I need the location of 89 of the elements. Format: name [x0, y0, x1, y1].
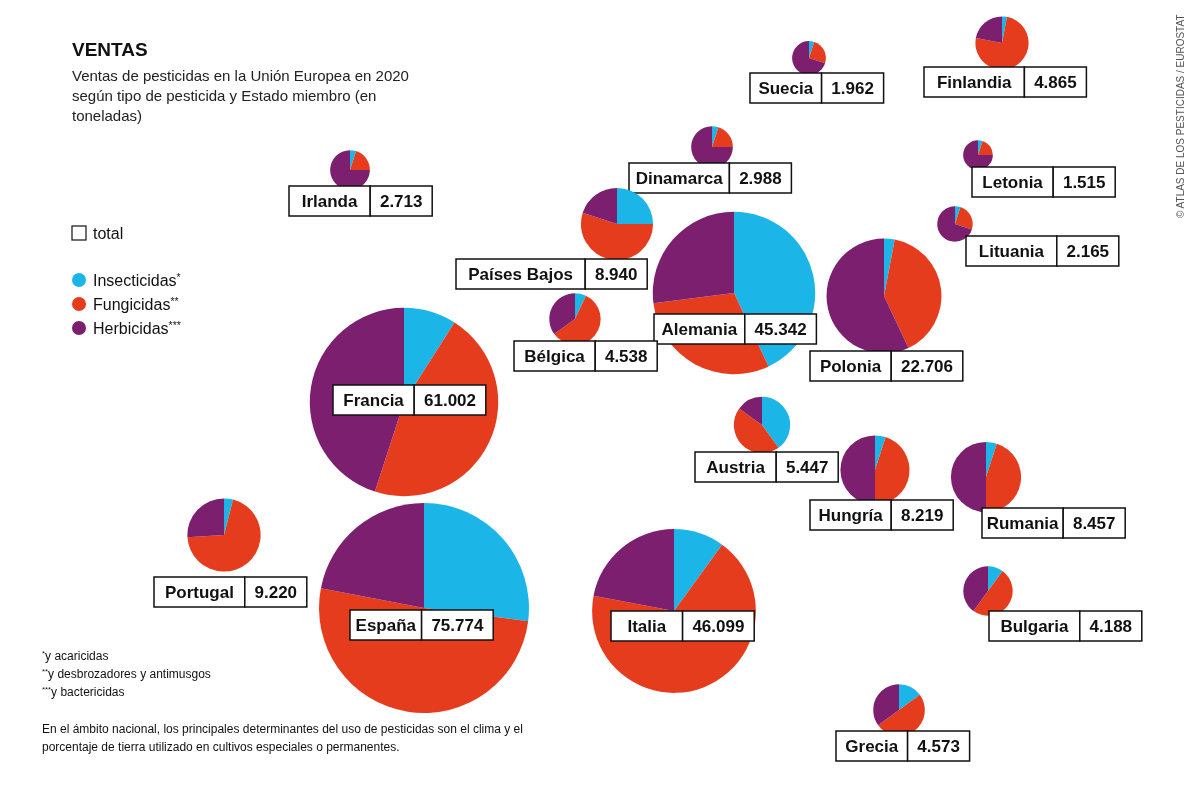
text: 45.342 — [754, 320, 807, 339]
text: Letonia — [982, 173, 1044, 192]
text: 75.774 — [431, 616, 484, 635]
pie-slice — [875, 435, 886, 470]
pie-slice — [652, 211, 734, 304]
pie-slice — [617, 187, 654, 224]
pie-slice — [937, 206, 972, 242]
pie-slice — [739, 396, 762, 425]
text: 1.962 — [831, 79, 874, 98]
text: 5.447 — [785, 458, 829, 477]
pie-slice — [978, 140, 983, 155]
pie-slice — [733, 408, 779, 454]
text: 8.940 — [594, 265, 638, 284]
legend-label: Herbicidas$^{***}$ — [93, 319, 181, 337]
pie-slice — [593, 529, 674, 611]
text: 4.538 — [604, 347, 648, 366]
text: Portugal — [164, 583, 234, 602]
text: 2.713 — [379, 192, 423, 211]
text: Hungría — [818, 506, 884, 525]
text: Finlandia — [936, 73, 1013, 92]
pie-slice — [973, 571, 1013, 616]
text: Bélgica — [524, 347, 586, 366]
text: España — [355, 616, 417, 635]
pie-slice — [320, 503, 424, 608]
pie-slice — [712, 126, 719, 147]
text: Dinamarca — [635, 169, 724, 188]
text: Países Bajos — [468, 265, 574, 284]
text: Rumania — [986, 514, 1060, 533]
text: © ATLAS DE LOS PESTICIDAS / EUROSTAT — [1175, 14, 1186, 218]
pie-slice — [350, 151, 370, 170]
pie-slice — [712, 127, 733, 147]
pie-slice — [187, 498, 224, 538]
pie-slice — [792, 41, 826, 75]
pie-slice — [224, 498, 234, 535]
text: Francia — [343, 391, 405, 410]
text: 4.188 — [1089, 617, 1133, 636]
legend-label: Insecticidas$^{*}$ — [93, 271, 181, 289]
text: Suecia — [758, 79, 814, 98]
pie-slice — [674, 529, 723, 611]
text: 2.988 — [739, 169, 782, 188]
text: 22.706 — [901, 357, 953, 376]
text: 46.099 — [692, 617, 745, 636]
pie-slice — [988, 566, 1003, 591]
text: Bulgaria — [1000, 617, 1069, 636]
pie-slice — [884, 239, 942, 348]
pie-slice — [963, 140, 993, 170]
text: 2.165 — [1066, 242, 1110, 261]
text: 4.865 — [1034, 73, 1077, 92]
text: Grecia — [845, 737, 899, 756]
text: 9.220 — [254, 583, 298, 602]
text: 8.457 — [1072, 514, 1116, 533]
pie-slice — [873, 684, 899, 726]
text: 4.573 — [917, 737, 960, 756]
pie-slice — [1002, 16, 1007, 43]
text: Italia — [627, 617, 667, 636]
pie-slice — [975, 16, 1002, 43]
pie-slice — [581, 212, 654, 261]
text: 8.219 — [900, 506, 944, 525]
pie-slice — [986, 441, 997, 477]
pie-slice — [549, 293, 575, 335]
text: En el ámbito nacional, los principales determinantes del uso de pesticidas son el clima y el porcentaje de tierra utilizado en cultivos especiales o permanentes. — [42, 722, 523, 754]
pie-slice — [809, 41, 815, 58]
text: Lituania — [978, 242, 1045, 261]
pie-slice — [955, 207, 973, 230]
text: 1.515 — [1062, 173, 1106, 192]
pie-slice — [955, 206, 961, 224]
pie-slice — [575, 293, 586, 319]
pie-slice — [978, 140, 993, 155]
text: $^{***}$y bactericidas — [42, 684, 125, 699]
text: VENTAS — [72, 39, 148, 60]
pie-slice — [350, 150, 357, 170]
text: Polonia — [819, 357, 882, 376]
text: Austria — [706, 458, 766, 477]
text: total — [93, 225, 124, 242]
text: 61.002 — [424, 391, 476, 410]
pie-slice — [951, 441, 986, 513]
pie-slice — [884, 238, 895, 296]
pie-slice — [187, 499, 261, 572]
pie-slice — [762, 396, 791, 448]
text: Alemania — [661, 320, 738, 339]
text: Irlanda — [301, 192, 359, 211]
text: $^{*}$y acaricidas — [42, 648, 109, 663]
legend-label: Fungicidas$^{**}$ — [93, 295, 179, 313]
text: $^{**}$y desbrozadores y antimusgos — [42, 666, 211, 681]
pie-slice — [809, 41, 826, 64]
pie-slice — [899, 684, 920, 710]
pie-slice — [963, 566, 988, 611]
pie-slice — [582, 187, 617, 224]
text: Ventas de pesticidas en la Unión Europea en 2020 según tipo de pesticida y Estado miembro (en toneladas) — [72, 67, 409, 124]
